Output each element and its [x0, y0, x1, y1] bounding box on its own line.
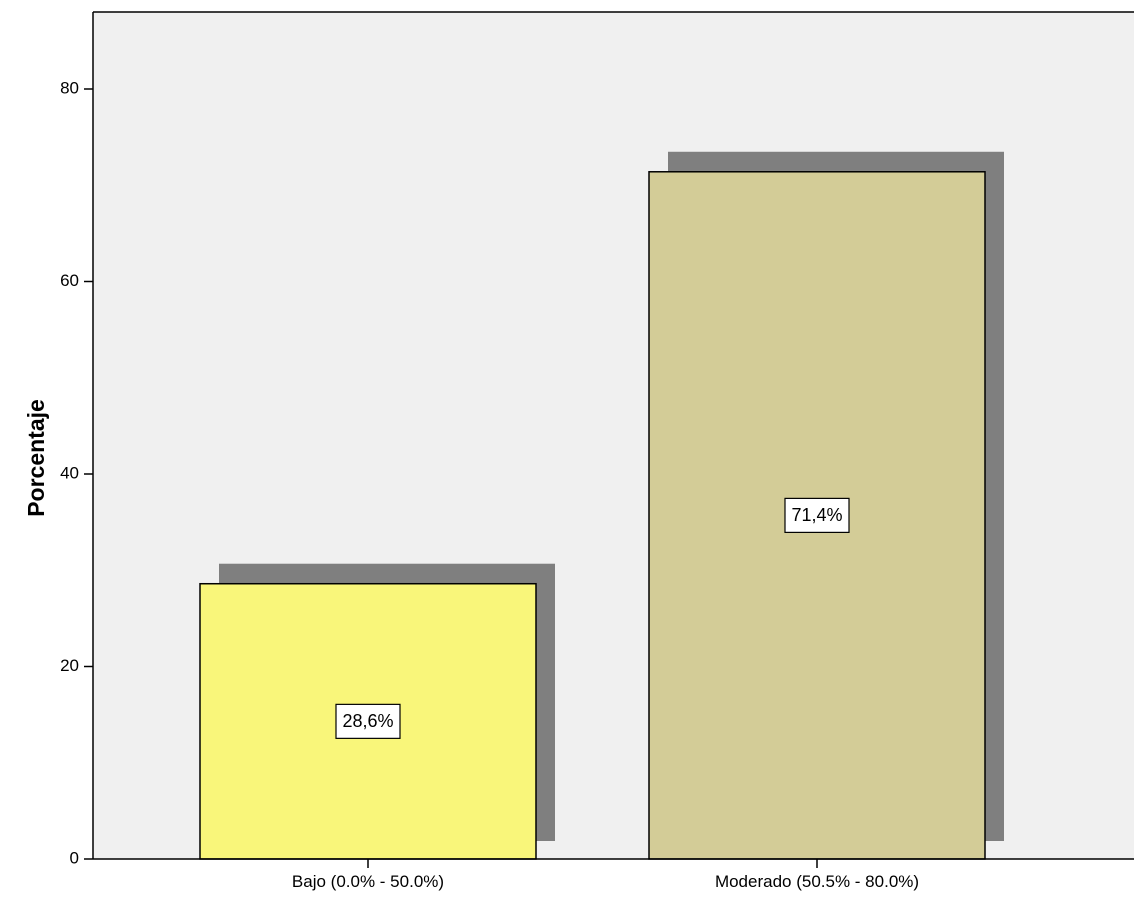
data-label-text: 71,4%: [791, 505, 842, 525]
y-tick-label: 0: [70, 848, 79, 867]
y-tick-label: 60: [60, 271, 79, 290]
data-label-box: [784, 497, 850, 533]
y-ticks: 0 20 40 60 80: [60, 78, 93, 867]
data-label: 28,6%: [335, 703, 401, 739]
x-tick-label: Bajo (0.0% - 50.0%): [292, 872, 444, 891]
data-label-text: 28,6%: [342, 711, 393, 731]
y-tick-label: 20: [60, 656, 79, 675]
data-label: 71,4%: [784, 497, 850, 533]
y-tick-label: 40: [60, 463, 79, 482]
y-axis-title: Porcentaje: [23, 399, 49, 517]
x-ticks: Bajo (0.0% - 50.0%) Moderado (50.5% - 80.…: [292, 859, 919, 891]
data-labels: 28,6% 71,4%: [335, 497, 850, 739]
data-label-box: [335, 703, 401, 739]
y-tick-label: 80: [60, 78, 79, 97]
bar: [199, 582, 537, 860]
x-tick-label: Moderado (50.5% - 80.0%): [715, 872, 919, 891]
